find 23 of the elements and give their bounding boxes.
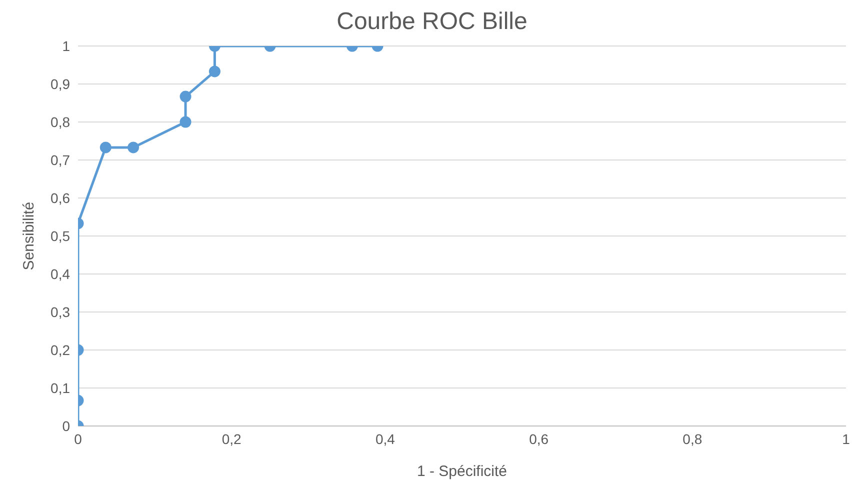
x-tick-label: 0,8 [682,430,702,447]
x-tick-label: 0,2 [222,430,242,447]
y-tick-label: 0,9 [50,76,70,92]
y-tick-label: 0,3 [50,304,70,320]
y-tick-label: 0,4 [50,266,70,282]
y-tick-label: 0,6 [50,190,70,206]
point [180,116,192,128]
y-tick-label: 1 [62,38,70,54]
y-tick-label: 0,2 [50,342,70,358]
chart-title: Courbe ROC Bille [336,8,528,36]
x-tick-label: 0,4 [375,430,396,447]
y-tick-label: 0,8 [50,114,70,130]
x-tick-label: 0 [74,430,82,447]
point [100,142,112,154]
y-tick-label: 0,5 [50,228,70,244]
x-tick-label: 1 [842,430,850,447]
y-tick-label: 0,1 [50,380,70,396]
x-tick-label: 0,6 [529,430,549,447]
point [128,142,140,154]
y-tick-label: 0 [62,418,70,434]
y-tick-label: 0,7 [50,152,70,168]
y-axis-title: Sensibilité [20,202,38,270]
x-axis-title: 1 - Spécificité [416,463,508,480]
